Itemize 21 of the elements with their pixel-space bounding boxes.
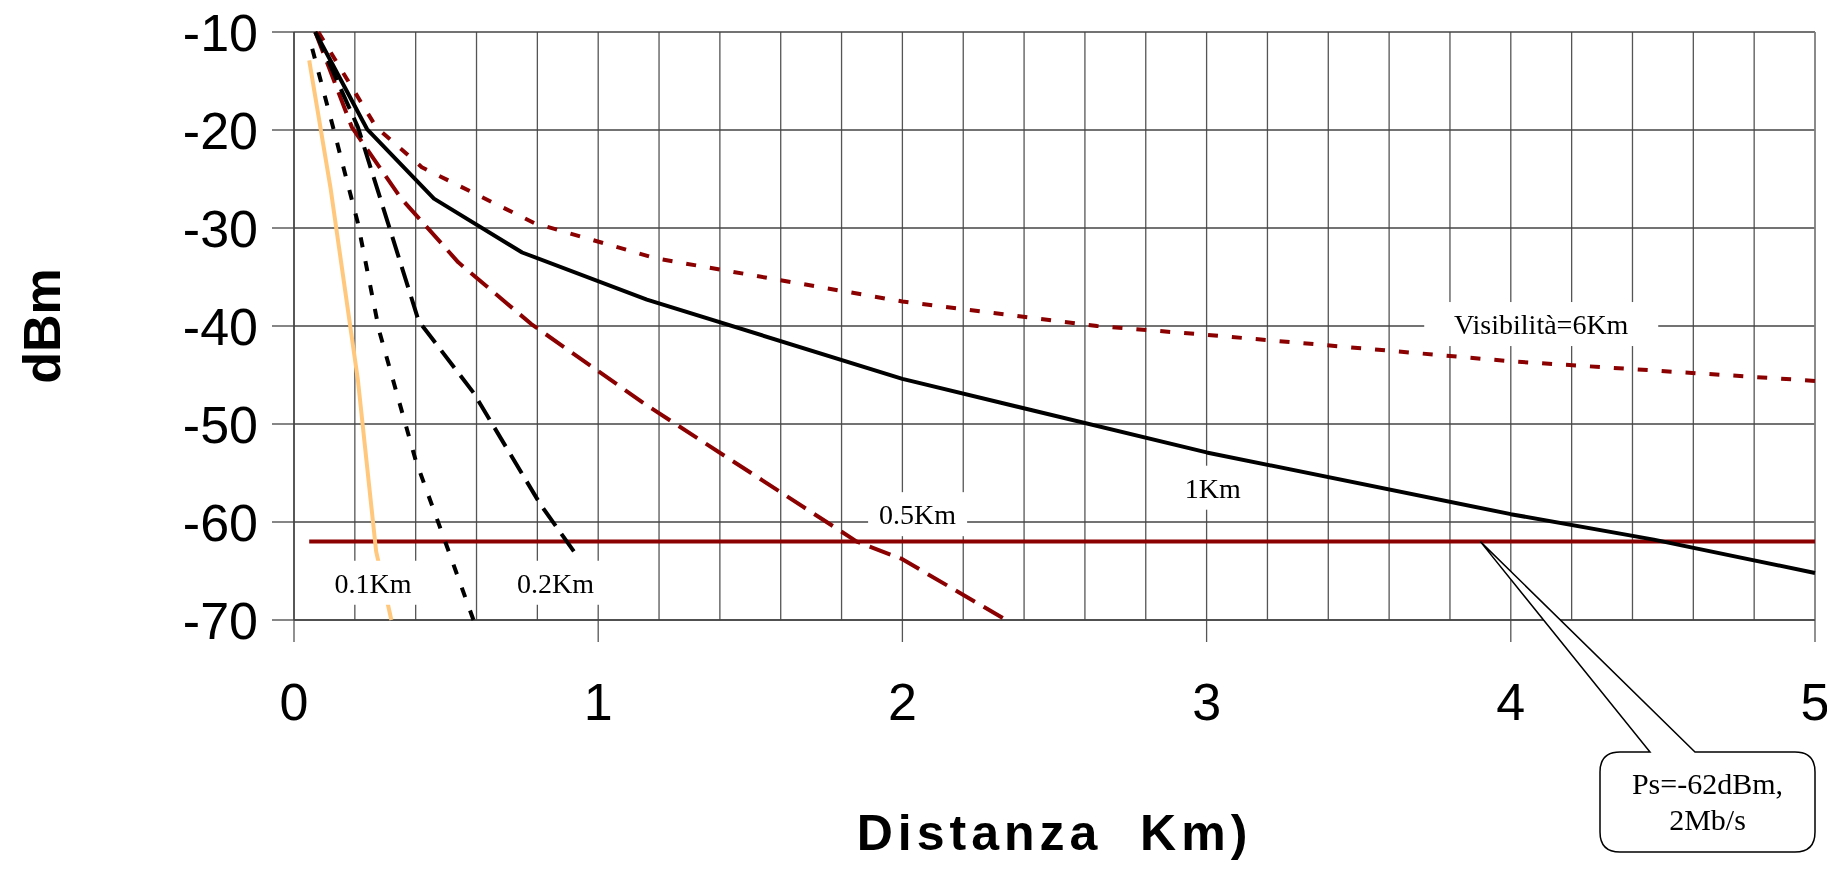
y-axis-title: dBm [13, 268, 71, 384]
y-tick-label: -40 [182, 297, 258, 356]
y-tick-label: -70 [182, 591, 258, 650]
y-tick-label: -60 [182, 493, 258, 552]
annotation: 1Km [1184, 472, 1241, 504]
annotation: Visibilità=6Km [1454, 308, 1629, 340]
annotation: 0.2Km [517, 567, 595, 599]
text: Ps=-62dBm, 2Mb/s [1631, 767, 1784, 836]
x-tick-label: 0 [279, 673, 309, 731]
x-tick-label: 2 [887, 673, 917, 731]
x-tick-label: 5 [1800, 673, 1827, 731]
x-tick-label: 3 [1192, 673, 1222, 731]
annotation: 0.1Km [334, 567, 412, 599]
x-tick-label: 1 [583, 673, 613, 731]
y-tick-label: -30 [182, 199, 258, 258]
annotation: 0.5Km [879, 498, 957, 530]
y-tick-label: -10 [182, 3, 258, 62]
x-axis-title: Distanza Km) [856, 805, 1253, 861]
y-tick-label: -50 [182, 395, 258, 454]
y-tick-label: -20 [182, 101, 258, 160]
x-tick-label: 4 [1496, 673, 1526, 731]
